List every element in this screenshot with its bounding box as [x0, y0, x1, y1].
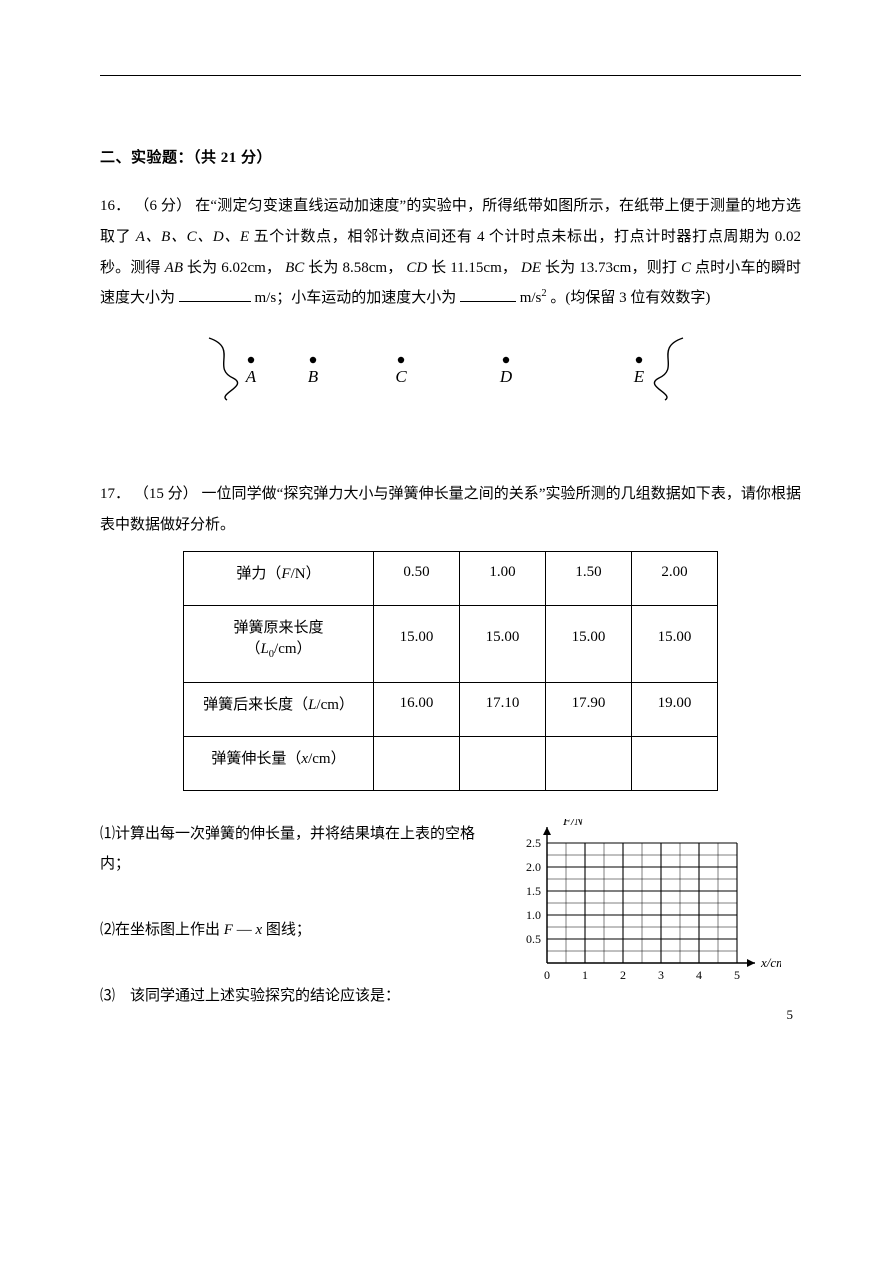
sub-1: ⑴计算出每一次弹簧的伸长量，并将结果填在上表的空格内； — [100, 819, 483, 879]
svg-text:1.5: 1.5 — [526, 884, 541, 898]
table-cell: 15.00 — [546, 605, 632, 682]
tape-diagram: A B C D E — [100, 334, 801, 409]
sub2-dash: — — [237, 922, 252, 938]
svg-text:2: 2 — [620, 968, 626, 982]
sub2-F: F — [224, 922, 233, 938]
data-table: 弹力（F/N）0.501.001.502.00弹簧原来长度（L0/cm）15.0… — [183, 551, 718, 791]
svg-text:D: D — [498, 367, 512, 386]
section-title: 二、实验题：（共 21 分） — [100, 146, 801, 167]
table-cell: 1.00 — [460, 551, 546, 605]
blank-velocity[interactable] — [179, 287, 251, 302]
seg-cd-label: CD — [406, 260, 427, 276]
seg-bc-val: 长为 8.58cm， — [304, 260, 402, 276]
q16-text: 16． （6 分） 在“测定匀变速直线运动加速度”的实验中，所得纸带如图所示，在… — [100, 191, 801, 314]
chart-area: 0.5 1.0 1.5 2.0 2.5 0 1 2 3 4 5 F/N x/cm — [501, 819, 801, 1011]
svg-text:A: A — [244, 367, 256, 386]
svg-text:B: B — [307, 367, 318, 386]
svg-text:5: 5 — [734, 968, 740, 982]
table-cell: 2.00 — [632, 551, 718, 605]
sub-3: ⑶ 该同学通过上述实验探究的结论应该是： — [100, 981, 483, 1011]
q16-tail: 。(均保留 3 位有效数字) — [550, 290, 710, 306]
blank-accel[interactable] — [460, 287, 516, 302]
tape-svg: A B C D E — [171, 334, 731, 404]
sub-left: ⑴计算出每一次弹簧的伸长量，并将结果填在上表的空格内； ⑵在坐标图上作出 F —… — [100, 819, 483, 1011]
table-cell: 16.00 — [374, 682, 460, 736]
svg-text:E: E — [632, 367, 644, 386]
sub2-a: ⑵在坐标图上作出 — [100, 922, 224, 938]
table-row-label: 弹簧原来长度（L0/cm） — [184, 605, 374, 682]
unit-ms: m/s；小车运动的加速度大小为 — [255, 290, 457, 306]
q16-number: 16． — [100, 198, 130, 214]
table-cell: 1.50 — [546, 551, 632, 605]
q17-points: （15 分） — [134, 486, 198, 502]
svg-text:F/N: F/N — [562, 819, 585, 828]
table-row-label: 弹簧后来长度（L/cm） — [184, 682, 374, 736]
seg-ab-val: 长为 6.02cm， — [183, 260, 281, 276]
seg-ab-label: AB — [165, 260, 183, 276]
table-cell: 19.00 — [632, 682, 718, 736]
unit-ms2: m/s — [520, 290, 542, 306]
sub-question-area: ⑴计算出每一次弹簧的伸长量，并将结果填在上表的空格内； ⑵在坐标图上作出 F —… — [100, 819, 801, 1011]
q17-number: 17． — [100, 486, 130, 502]
sub2-x: x — [255, 922, 262, 938]
table-cell: 15.00 — [460, 605, 546, 682]
svg-text:1: 1 — [582, 968, 588, 982]
svg-text:0.5: 0.5 — [526, 932, 541, 946]
sq: 2 — [541, 288, 546, 299]
table-row-label: 弹力（F/N） — [184, 551, 374, 605]
seg-cd-val: 长 11.15cm， — [427, 260, 517, 276]
c-label: C — [681, 260, 691, 276]
table-cell: 17.10 — [460, 682, 546, 736]
table-cell[interactable] — [632, 736, 718, 790]
sub2-b: 图线； — [266, 922, 311, 938]
svg-text:1.0: 1.0 — [526, 908, 541, 922]
q16-points: （6 分） — [134, 198, 191, 214]
table-cell[interactable] — [460, 736, 546, 790]
q17-text-1: 一位同学做“探究弹力大小与弹簧伸长量之间的关系”实验所测的几组数据如下表，请你根… — [100, 486, 801, 533]
table-cell: 15.00 — [374, 605, 460, 682]
svg-text:2.5: 2.5 — [526, 836, 541, 850]
chart-svg: 0.5 1.0 1.5 2.0 2.5 0 1 2 3 4 5 F/N x/cm — [501, 819, 781, 989]
page: 二、实验题：（共 21 分） 16． （6 分） 在“测定匀变速直线运动加速度”… — [0, 0, 893, 1051]
seg-bc-label: BC — [285, 260, 304, 276]
svg-text:3: 3 — [658, 968, 664, 982]
table-cell: 0.50 — [374, 551, 460, 605]
table-cell[interactable] — [374, 736, 460, 790]
q17-text: 17． （15 分） 一位同学做“探究弹力大小与弹簧伸长量之间的关系”实验所测的… — [100, 479, 801, 541]
seg-de-label: DE — [521, 260, 541, 276]
table-cell: 15.00 — [632, 605, 718, 682]
header-rule — [100, 75, 801, 76]
svg-text:x/cm: x/cm — [760, 955, 781, 970]
svg-text:4: 4 — [696, 968, 702, 982]
svg-text:2.0: 2.0 — [526, 860, 541, 874]
svg-text:C: C — [395, 367, 407, 386]
table-row-label: 弹簧伸长量（x/cm） — [184, 736, 374, 790]
sub-2: ⑵在坐标图上作出 F — x 图线； — [100, 915, 483, 945]
seg-de-val: 长为 13.73cm，则打 — [541, 260, 681, 276]
svg-text:0: 0 — [544, 968, 550, 982]
q16-points-list: A、B、C、D、E — [136, 229, 249, 245]
table-cell: 17.90 — [546, 682, 632, 736]
table-cell[interactable] — [546, 736, 632, 790]
page-number: 5 — [787, 1007, 794, 1023]
